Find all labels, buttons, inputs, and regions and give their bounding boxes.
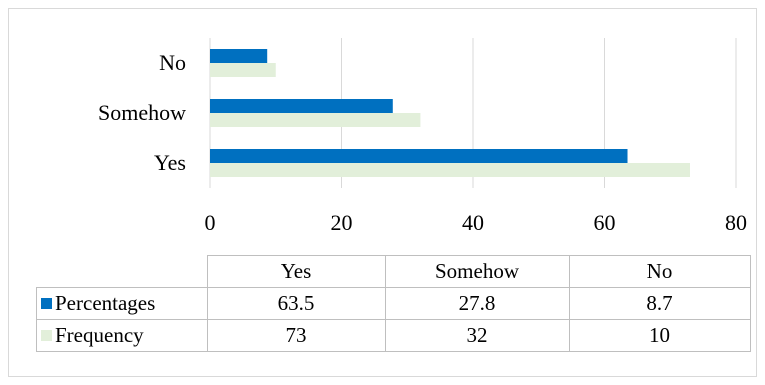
category-label: No xyxy=(159,50,186,75)
x-tick-label: 40 xyxy=(462,210,484,235)
legend-key-frequency: Frequency xyxy=(36,319,208,352)
table-cell: 10 xyxy=(568,319,751,352)
bar-chart: No Somehow Yes 0 20 40 60 80 xyxy=(98,38,748,235)
bar-percentages-somehow xyxy=(210,99,393,113)
table-row-frequency: Frequency 73 32 10 xyxy=(36,319,751,352)
legend-label: Frequency xyxy=(55,323,144,347)
table-cell: 63.5 xyxy=(206,287,386,320)
category-label: Yes xyxy=(154,150,186,175)
table-header-cell: No xyxy=(568,255,751,288)
table-corner xyxy=(36,255,208,288)
bars xyxy=(210,49,690,177)
bar-frequency-somehow xyxy=(210,113,421,127)
data-table: Yes Somehow No Percentages 63.5 27.8 8.7… xyxy=(36,255,751,352)
table-row-percentages: Percentages 63.5 27.8 8.7 xyxy=(36,287,751,320)
x-tick-label: 0 xyxy=(205,210,216,235)
legend-key-percentages: Percentages xyxy=(36,287,208,320)
x-tick-label: 80 xyxy=(725,210,747,235)
x-tick-label: 60 xyxy=(594,210,616,235)
chart-frame xyxy=(8,8,757,377)
category-labels: No Somehow Yes xyxy=(98,50,186,175)
bar-frequency-no xyxy=(210,63,276,77)
table-header-row: Yes Somehow No xyxy=(36,255,751,288)
legend-swatch-percentages xyxy=(41,298,52,309)
bar-frequency-yes xyxy=(210,163,690,177)
legend-label: Percentages xyxy=(55,291,156,315)
legend-swatch-frequency xyxy=(41,330,52,341)
table-cell: 32 xyxy=(384,319,570,352)
table-header-cell: Somehow xyxy=(384,255,570,288)
table-header-cell: Yes xyxy=(206,255,386,288)
table-cell: 73 xyxy=(206,319,386,352)
x-tick-label: 20 xyxy=(331,210,353,235)
table-cell: 8.7 xyxy=(568,287,751,320)
category-label: Somehow xyxy=(98,100,186,125)
x-axis-ticks: 0 20 40 60 80 xyxy=(205,210,748,235)
bar-percentages-yes xyxy=(210,149,628,163)
table-cell: 27.8 xyxy=(384,287,570,320)
bar-percentages-no xyxy=(210,49,268,63)
